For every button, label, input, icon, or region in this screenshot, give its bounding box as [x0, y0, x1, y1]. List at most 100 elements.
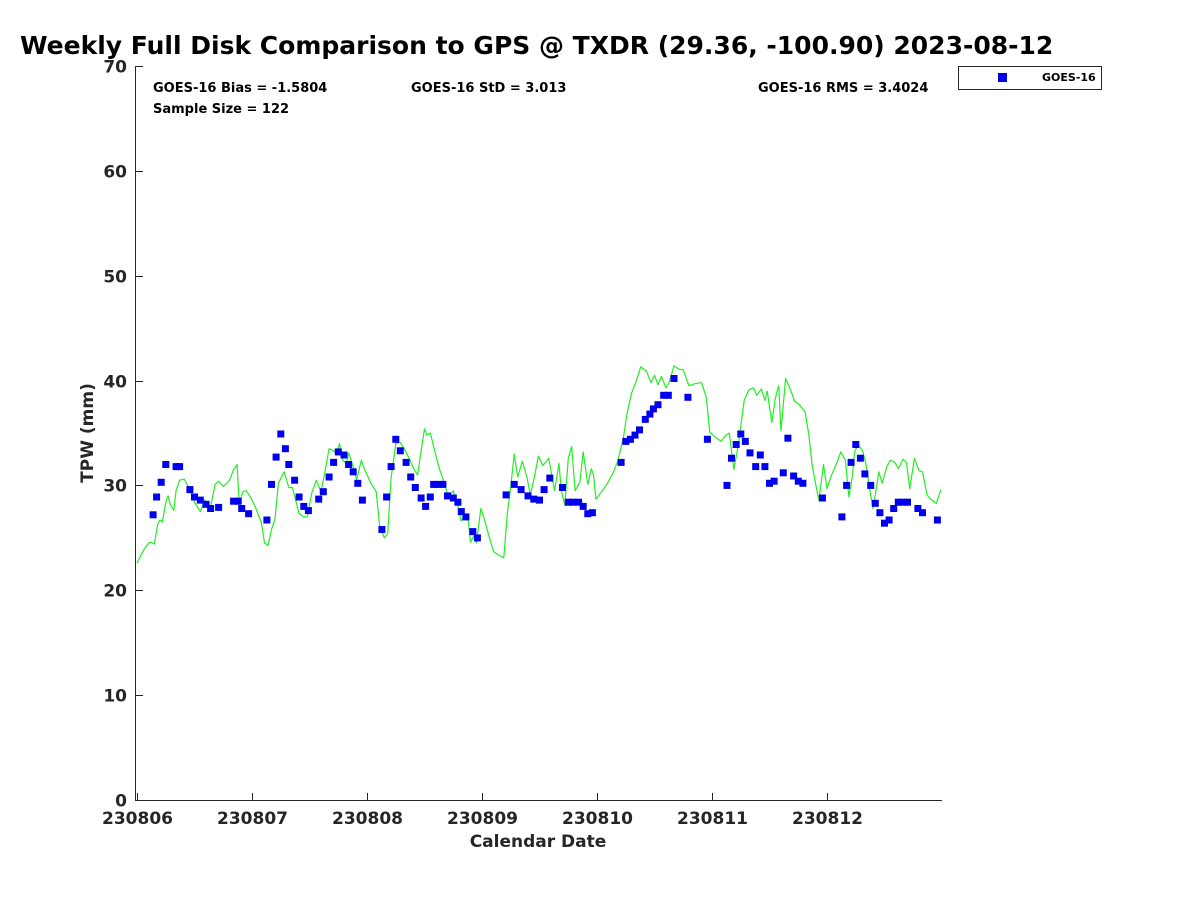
goes16-data-point	[723, 481, 731, 489]
goes16-data-point	[622, 437, 630, 445]
goes16-data-point	[790, 472, 798, 480]
y-tick-label: 20	[103, 582, 127, 602]
goes16-data-point	[641, 415, 649, 423]
chart-title: Weekly Full Disk Comparison to GPS @ TXD…	[20, 31, 1053, 60]
goes16-data-point	[277, 430, 285, 438]
goes16-data-point	[761, 463, 769, 471]
goes16-data-point	[176, 463, 184, 471]
goes16-data-point	[207, 505, 215, 512]
y-tick-label: 60	[103, 163, 127, 183]
goes16-data-point	[766, 479, 773, 487]
goes16-data-point	[417, 494, 425, 502]
goes16-data-point	[919, 509, 926, 517]
goes16-data-point	[149, 511, 157, 519]
goes16-data-point	[325, 473, 333, 481]
goes16-data-point	[457, 508, 465, 516]
goes16-data-point	[631, 431, 639, 439]
goes16-data-point	[502, 491, 510, 499]
y-tick-label: 30	[103, 477, 127, 497]
goes16-data-point	[186, 486, 194, 494]
goes16-data-point	[469, 528, 477, 536]
x-tick-label: 230811	[677, 809, 748, 829]
bias-stat: GOES-16 Bias = -1.5804	[153, 81, 327, 96]
goes16-data-point	[636, 426, 643, 434]
goes16-data-point	[281, 445, 289, 453]
goes16-data-point	[569, 498, 577, 506]
goes16-data-point	[268, 480, 275, 488]
goes16-data-point	[664, 391, 672, 399]
goes16-data-point	[407, 473, 415, 481]
goes16-data-point	[799, 479, 807, 487]
goes16-data-point	[358, 496, 366, 504]
goes16-data-point	[295, 493, 303, 501]
goes16-data-point	[626, 435, 634, 443]
x-tick-label: 230806	[102, 809, 173, 829]
goes16-data-point	[617, 458, 625, 466]
goes16-data-point	[245, 510, 253, 518]
goes16-data-point	[737, 430, 745, 438]
goes16-data-point	[387, 463, 395, 471]
goes16-data-point	[330, 458, 338, 466]
series-layer	[136, 365, 942, 564]
gps-series-line	[136, 365, 942, 564]
goes16-data-point	[300, 502, 308, 510]
goes16-data-point	[703, 435, 711, 443]
goes16-data-point	[434, 480, 442, 488]
y-tick-label: 70	[103, 58, 127, 78]
goes16-data-point	[876, 509, 884, 517]
rms-stat: GOES-16 RMS = 3.4024	[758, 81, 928, 96]
goes16-data-point	[684, 393, 692, 401]
goes16-data-point	[334, 448, 342, 456]
goes16-data-point	[660, 391, 668, 399]
goes16-data-point	[430, 480, 438, 488]
goes16-data-point	[396, 447, 404, 455]
goes16-data-point	[584, 510, 592, 518]
goes16-data-point	[462, 513, 470, 521]
goes16-data-point	[238, 505, 246, 512]
goes16-data-point	[426, 493, 434, 501]
goes16-data-point	[157, 478, 165, 486]
goes16-data-point	[867, 481, 875, 489]
legend: GOES-16	[958, 66, 1102, 90]
y-tick-label: 40	[103, 373, 127, 393]
goes16-data-point	[285, 461, 293, 468]
goes16-data-point	[153, 493, 161, 501]
goes16-data-point	[885, 516, 893, 524]
goes16-data-point	[354, 479, 362, 487]
goes16-data-point	[728, 454, 735, 462]
goes16-data-point	[861, 470, 869, 478]
goes16-data-point	[196, 496, 204, 504]
goes16-data-point	[890, 505, 898, 512]
goes16-data-point	[234, 497, 242, 505]
goes16-data-point	[383, 493, 391, 501]
goes16-data-point	[843, 481, 851, 489]
goes16-data-point	[546, 474, 554, 482]
goes16-data-point	[871, 499, 879, 507]
goes16-data-point	[779, 469, 787, 477]
goes16-data-point	[524, 492, 532, 500]
goes16-data-point	[784, 434, 792, 442]
goes16-data-point	[530, 495, 538, 503]
x-tick-label: 230809	[447, 809, 518, 829]
y-axis-ticks: 0 10 20 30 40 50 60 70	[103, 58, 143, 812]
goes16-data-point	[746, 449, 754, 457]
goes16-data-point	[230, 497, 238, 505]
goes16-data-point	[794, 477, 802, 485]
goes16-data-point	[215, 503, 223, 511]
x-axis-ticks: 230806 230807 230808 230809 230810 230811 2308…	[102, 793, 863, 829]
goes16-data-point	[422, 502, 430, 510]
goes16-data-point	[449, 494, 457, 502]
y-tick-label: 10	[103, 687, 127, 707]
x-tick-label: 230810	[562, 809, 633, 829]
x-tick-label: 230812	[792, 809, 863, 829]
goes16-data-point	[473, 534, 481, 542]
goes16-data-point	[756, 451, 764, 459]
goes16-data-point	[575, 498, 583, 506]
y-axis-label: TPW (mm)	[78, 383, 98, 483]
goes16-data-point	[510, 480, 518, 488]
goes16-data-point	[536, 496, 543, 504]
goes16-data-point	[564, 498, 572, 506]
goes16-data-point	[340, 451, 348, 459]
goes16-data-point	[162, 461, 170, 468]
goes16-data-point	[579, 502, 587, 510]
